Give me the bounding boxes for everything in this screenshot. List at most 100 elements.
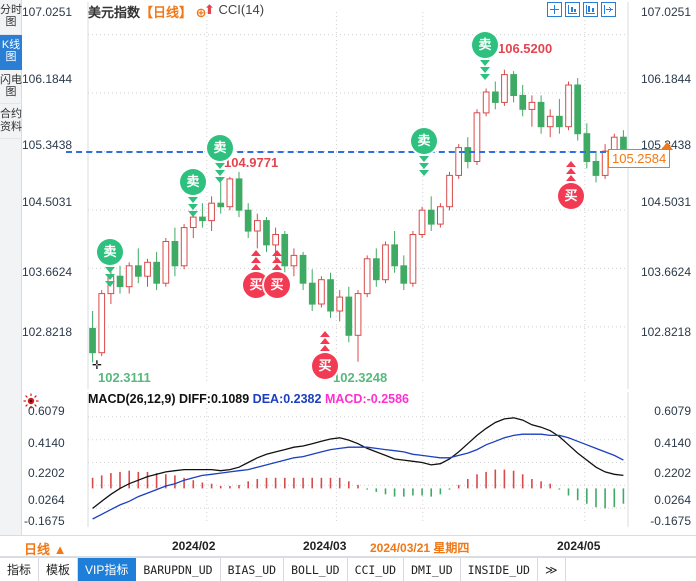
sell-arrow-icon: [480, 74, 490, 80]
toolbar-filler: [566, 558, 696, 581]
sell-signal-marker[interactable]: 卖: [411, 128, 437, 154]
buy-signal-marker[interactable]: 买: [264, 272, 290, 298]
up-arrow-icon: ⬆: [204, 2, 215, 17]
vip-indicator-tab[interactable]: VIP指标: [78, 558, 137, 581]
high-price-annotation: 106.5200: [498, 41, 553, 56]
price-axis-left-tick-2: 105.3438: [22, 138, 73, 152]
x-axis-tick-3: 2024/05: [557, 539, 601, 553]
macd-axis-tick-1: 0.4140: [654, 436, 691, 450]
chart-title: 美元指数【日线】 ⊕: [88, 2, 207, 21]
indicator-cci[interactable]: CCI_UD: [348, 558, 405, 581]
sell-signal-marker[interactable]: 卖: [207, 135, 233, 161]
buy-arrow-icon: [251, 257, 261, 263]
sidebar-item-flash-label: 闪电图: [0, 73, 22, 99]
macd-axis-left-tick-2: 0.2202: [28, 466, 65, 480]
macd-axis-tick-4: -0.1675: [650, 514, 691, 528]
x-axis-tick-0: 2024/02: [172, 539, 216, 553]
buy-signal-marker[interactable]: 买: [558, 183, 584, 209]
buy-arrow-icon: [272, 257, 282, 263]
low-price-annotation: 102.3111: [98, 370, 151, 385]
buy-arrow-icon: [251, 250, 261, 256]
x-axis-tick-1: 2024/03: [303, 539, 347, 553]
sell-arrow-icon: [480, 67, 490, 73]
price-axis-left-tick-5: 102.8218: [22, 325, 73, 339]
sell-signal-marker[interactable]: 卖: [472, 32, 498, 58]
sidebar-item-flash[interactable]: 闪电图: [0, 70, 22, 105]
macd-axis-left-tick-3: 0.0264: [28, 493, 65, 507]
macd-title: MACD(26,12,9): [88, 392, 176, 406]
macd-axis-tick-0: 0.6079: [654, 404, 691, 418]
indicator-dmi[interactable]: DMI_UD: [404, 558, 461, 581]
sidebar-item-candlestick[interactable]: K线图: [0, 34, 22, 70]
move-icon[interactable]: [547, 2, 562, 17]
macd-chart-canvas[interactable]: [22, 389, 696, 535]
buy-arrow-icon: [272, 250, 282, 256]
buy-arrow-icon: [320, 345, 330, 351]
sidebar-item-timeshare[interactable]: 分时图: [0, 0, 22, 35]
price-axis-tick-4: 103.6624: [640, 265, 691, 279]
buy-arrow-icon: [320, 338, 330, 344]
chart-split-icon[interactable]: [583, 2, 598, 17]
chart-tool-icons: [547, 2, 616, 17]
macd-axis-left-tick-4: -0.1675: [24, 514, 65, 528]
indicator-bias[interactable]: BIAS_UD: [221, 558, 285, 581]
macd-header: MACD(26,12,9) DIFF:0.1089 DEA:0.2382 MAC…: [88, 392, 409, 406]
x-axis-tick-highlight: 2024/03/21 星期四: [370, 541, 470, 555]
period-selector[interactable]: 日线 ▲: [24, 542, 67, 557]
sell-arrow-icon: [419, 170, 429, 176]
sell-arrow-icon: [188, 211, 198, 217]
sell-arrow-icon: [105, 274, 115, 280]
price-chart-canvas[interactable]: [22, 0, 696, 389]
more-indicators-button[interactable]: ≫: [538, 558, 566, 581]
crosshair-icon[interactable]: ⊕: [195, 5, 207, 20]
current-price-line: [66, 151, 606, 153]
price-axis-tick-3: 104.5031: [640, 195, 691, 209]
sidebar-item-timeshare-label: 分时图: [0, 4, 22, 29]
sell-arrow-icon: [188, 197, 198, 203]
indicator-boll[interactable]: BOLL_UD: [284, 558, 348, 581]
buy-arrow-icon: [566, 168, 576, 174]
exit-icon[interactable]: [601, 2, 616, 17]
chart-fit-icon[interactable]: [565, 2, 580, 17]
price-axis-left-tick-1: 106.1844: [22, 72, 73, 86]
price-axis-tick-5: 102.8218: [640, 325, 691, 339]
sell-arrow-icon: [215, 170, 225, 176]
indicator-toolbar: 指标 模板 VIP指标 BARUPDN_UD BIAS_UD BOLL_UD CCI_UD D…: [0, 557, 696, 581]
x-axis-bar: 日线 ▲ 2024/02 2024/03 2024/03/21 星期四 2024…: [0, 535, 696, 557]
buy-arrow-icon: [272, 264, 282, 270]
sell-arrow-icon: [188, 204, 198, 210]
indicator-barupdn[interactable]: BARUPDN_UD: [136, 558, 221, 581]
price-chart-pane[interactable]: [22, 0, 696, 389]
macd-macd-value: MACD:-0.2586: [324, 392, 410, 406]
overlay-indicator-label: ⬆ CCI(14): [204, 2, 264, 18]
sell-arrow-icon: [419, 163, 429, 169]
macd-dea-value: DEA:0.2382: [252, 392, 322, 406]
macd-chart-pane[interactable]: [22, 389, 696, 535]
sidebar-item-contract[interactable]: 合约资料: [0, 104, 22, 140]
sun-settings-icon[interactable]: [22, 392, 40, 410]
macd-axis-left-tick-0: 0.6079: [28, 404, 65, 418]
sell-signal-marker[interactable]: 卖: [97, 239, 123, 265]
mid-price-annotation: 104.9771: [224, 155, 279, 170]
sell-arrow-icon: [480, 60, 490, 66]
current-price-tag: 105.2584: [608, 149, 671, 168]
template-menu[interactable]: 模板: [39, 558, 79, 581]
indicator-menu[interactable]: 指标: [0, 558, 40, 581]
buy-arrow-icon: [566, 175, 576, 181]
overlay-indicator-name: CCI(14): [218, 2, 265, 17]
sell-arrow-icon: [215, 163, 225, 169]
indicator-inside[interactable]: INSIDE_UD: [461, 558, 538, 581]
price-axis-left-tick-4: 103.6624: [22, 265, 73, 279]
left-sidebar: 分时图 K线图 闪电图 合约资料: [0, 0, 22, 552]
macd-axis-tick-3: 0.0264: [654, 493, 691, 507]
chart-period: 【日线】: [140, 5, 193, 20]
sell-signal-marker[interactable]: 卖: [180, 169, 206, 195]
low-price-annotation-2: 102.3248: [333, 370, 388, 385]
sell-arrow-icon: [105, 267, 115, 273]
buy-arrow-icon: [320, 331, 330, 337]
price-axis-left-tick-0: 107.0251: [22, 5, 73, 19]
buy-arrow-icon: [566, 161, 576, 167]
buy-signal-marker[interactable]: 买: [312, 353, 338, 379]
macd-axis-left-tick-1: 0.4140: [28, 436, 65, 450]
